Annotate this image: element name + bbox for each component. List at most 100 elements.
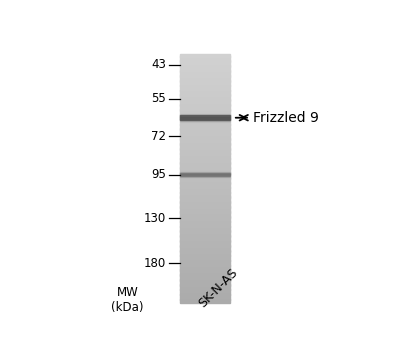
Bar bbox=[180, 54, 230, 55]
Bar bbox=[180, 295, 230, 296]
Bar bbox=[180, 194, 230, 195]
Bar bbox=[180, 207, 230, 208]
Bar bbox=[180, 288, 230, 289]
Bar bbox=[180, 211, 230, 213]
Bar bbox=[180, 256, 230, 257]
Bar bbox=[180, 173, 230, 176]
Bar bbox=[180, 119, 230, 120]
Bar bbox=[180, 141, 230, 142]
Bar bbox=[180, 216, 230, 218]
Bar bbox=[180, 75, 230, 76]
Bar bbox=[180, 134, 230, 135]
Bar bbox=[180, 142, 230, 143]
Bar bbox=[180, 300, 230, 301]
Bar bbox=[180, 87, 230, 88]
Bar bbox=[180, 78, 230, 79]
Bar bbox=[180, 180, 230, 181]
Bar bbox=[180, 108, 230, 110]
Bar bbox=[180, 83, 230, 84]
Bar bbox=[180, 289, 230, 290]
Bar bbox=[180, 172, 230, 173]
Bar bbox=[180, 199, 230, 200]
Bar bbox=[180, 113, 230, 114]
Bar bbox=[180, 93, 230, 94]
Bar bbox=[180, 195, 230, 196]
Bar bbox=[180, 101, 230, 102]
Bar bbox=[180, 162, 230, 163]
Bar bbox=[180, 237, 230, 238]
Bar bbox=[180, 302, 230, 303]
Bar bbox=[180, 112, 230, 113]
Bar bbox=[180, 182, 230, 183]
Bar bbox=[180, 275, 230, 276]
Bar bbox=[180, 253, 230, 254]
Bar bbox=[180, 215, 230, 216]
Bar bbox=[180, 113, 230, 115]
Bar bbox=[180, 86, 230, 87]
Bar bbox=[180, 196, 230, 197]
Bar bbox=[180, 68, 230, 69]
Bar bbox=[180, 76, 230, 77]
Bar bbox=[180, 111, 230, 112]
Bar bbox=[180, 75, 230, 76]
Bar bbox=[180, 258, 230, 259]
Bar bbox=[180, 121, 230, 122]
Bar bbox=[180, 104, 230, 106]
Bar bbox=[180, 105, 230, 106]
Bar bbox=[180, 242, 230, 243]
Bar bbox=[180, 222, 230, 223]
Bar bbox=[180, 117, 230, 119]
Bar bbox=[180, 136, 230, 137]
Bar bbox=[180, 228, 230, 229]
Bar bbox=[180, 168, 230, 169]
Bar bbox=[180, 192, 230, 194]
Bar bbox=[180, 284, 230, 285]
Bar bbox=[180, 252, 230, 253]
Bar bbox=[180, 243, 230, 244]
Bar bbox=[180, 187, 230, 188]
Bar bbox=[180, 166, 230, 167]
Bar bbox=[180, 193, 230, 194]
Bar bbox=[180, 146, 230, 147]
Bar bbox=[180, 238, 230, 239]
Bar bbox=[180, 149, 230, 150]
Bar bbox=[180, 98, 230, 99]
Bar bbox=[180, 120, 230, 121]
Bar bbox=[180, 181, 230, 182]
Bar bbox=[180, 285, 230, 286]
Bar bbox=[180, 278, 230, 279]
Bar bbox=[180, 148, 230, 149]
Bar bbox=[180, 200, 230, 201]
Bar bbox=[180, 140, 230, 141]
Bar bbox=[180, 161, 230, 162]
Bar bbox=[180, 124, 230, 125]
Bar bbox=[180, 283, 230, 284]
Bar bbox=[180, 239, 230, 241]
Bar bbox=[180, 219, 230, 220]
Bar bbox=[180, 204, 230, 205]
Bar bbox=[180, 174, 230, 175]
Bar bbox=[180, 293, 230, 294]
Bar bbox=[180, 172, 230, 173]
Bar bbox=[180, 137, 230, 139]
Bar bbox=[180, 114, 230, 115]
Bar bbox=[180, 153, 230, 154]
Bar bbox=[180, 222, 230, 223]
Bar bbox=[180, 85, 230, 86]
Bar bbox=[180, 202, 230, 204]
Bar bbox=[180, 99, 230, 100]
Bar bbox=[180, 244, 230, 246]
Bar bbox=[180, 185, 230, 186]
Bar bbox=[180, 213, 230, 214]
Bar bbox=[180, 189, 230, 190]
Bar bbox=[180, 201, 230, 202]
Bar bbox=[180, 280, 230, 281]
Bar bbox=[180, 57, 230, 58]
Bar bbox=[180, 132, 230, 134]
Bar bbox=[180, 159, 230, 160]
Bar bbox=[180, 176, 230, 177]
Bar bbox=[180, 182, 230, 183]
Bar bbox=[180, 125, 230, 126]
Bar bbox=[180, 249, 230, 250]
Bar bbox=[180, 165, 230, 166]
